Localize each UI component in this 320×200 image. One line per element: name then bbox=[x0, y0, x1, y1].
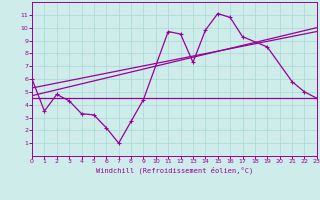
X-axis label: Windchill (Refroidissement éolien,°C): Windchill (Refroidissement éolien,°C) bbox=[96, 167, 253, 174]
